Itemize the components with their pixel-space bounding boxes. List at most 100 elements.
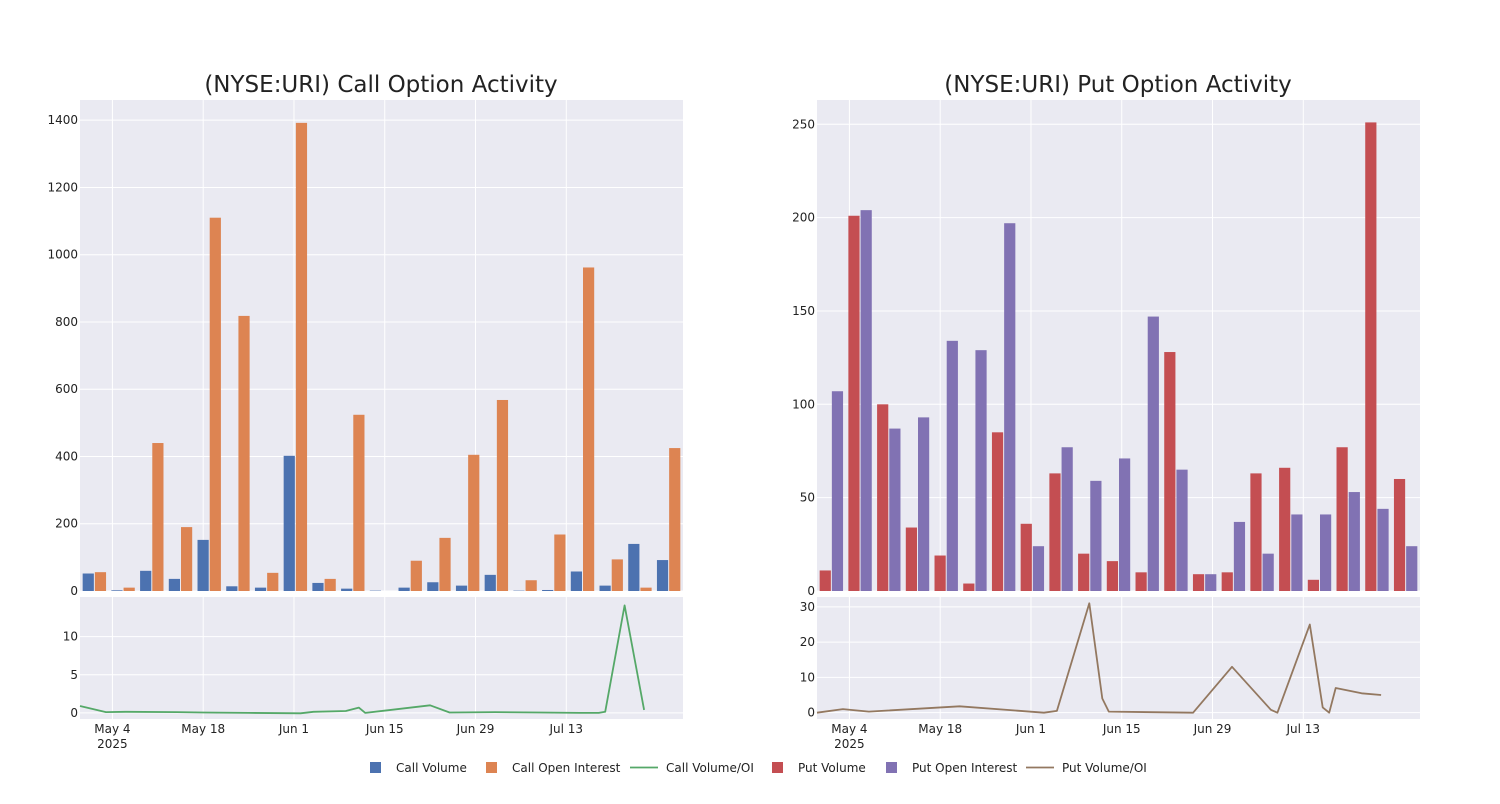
put-open-interest-bar xyxy=(1349,492,1360,591)
x-tick-label: Jun 15 xyxy=(1102,722,1141,736)
legend-swatch xyxy=(772,762,783,773)
put-open-interest-bar xyxy=(832,391,843,591)
ratio-y-tick-label: 10 xyxy=(800,670,815,684)
call-open-interest-bar xyxy=(612,559,623,591)
bar-y-tick-label: 1200 xyxy=(47,180,78,194)
put-open-interest-bar xyxy=(1291,514,1302,591)
bar-y-tick-label: 1000 xyxy=(47,248,78,262)
legend-item: Call Volume/OI xyxy=(630,761,754,775)
put-volume-bar xyxy=(1365,122,1376,591)
call-volume-bar xyxy=(226,586,237,591)
bar-y-tick-label: 600 xyxy=(55,382,78,396)
put-volume-bar xyxy=(992,432,1003,591)
legend-label: Put Open Interest xyxy=(912,761,1018,775)
bar-y-tick-label: 200 xyxy=(55,517,78,531)
call-open-interest-bar xyxy=(238,316,249,591)
put-open-interest-bar xyxy=(889,429,900,591)
call-open-interest-bar xyxy=(181,527,192,591)
put-open-interest-bar xyxy=(1205,574,1216,591)
call-volume-bar xyxy=(284,456,295,591)
put-open-interest-bar xyxy=(975,350,986,591)
ratio-y-tick-label: 20 xyxy=(800,635,815,649)
put-volume-bar xyxy=(1394,479,1405,591)
legend-item: Put Open Interest xyxy=(886,761,1018,775)
put-open-interest-bar xyxy=(1033,546,1044,591)
call-open-interest-bar xyxy=(353,415,364,591)
x-tick-label: May 4 xyxy=(831,722,867,736)
put-volume-bar xyxy=(820,570,831,591)
put-open-interest-bar xyxy=(1090,481,1101,591)
bar-y-tick-label: 100 xyxy=(792,397,815,411)
x-tick-label: Jun 1 xyxy=(278,722,309,736)
put-volume-bar xyxy=(877,404,888,591)
put-volume-bar xyxy=(1107,561,1118,591)
put-open-interest-bar xyxy=(1377,509,1388,591)
call-volume-bar xyxy=(399,588,410,591)
legend-label: Call Volume xyxy=(396,761,467,775)
ratio-y-tick-label: 5 xyxy=(70,668,78,682)
put-volume-bar xyxy=(906,528,917,591)
legend-swatch xyxy=(486,762,497,773)
call-volume-bar xyxy=(83,574,94,591)
put-volume-bar xyxy=(1021,524,1032,591)
call-open-interest-bar xyxy=(124,588,135,591)
ratio-y-tick-label: 30 xyxy=(800,600,815,614)
call-volume-bar xyxy=(140,571,151,591)
call-volume-bar xyxy=(600,586,611,591)
call-option-chart: (NYSE:URI) Call Option Activity 02004006… xyxy=(47,72,683,751)
call-volume-bar xyxy=(542,590,553,591)
call-volume-bar xyxy=(628,544,639,591)
bar-y-tick-label: 200 xyxy=(792,211,815,225)
bar-y-tick-label: 0 xyxy=(807,584,815,598)
call-open-interest-bar xyxy=(210,218,221,591)
call-chart-title: (NYSE:URI) Call Option Activity xyxy=(204,72,557,98)
put-volume-bar xyxy=(935,556,946,591)
call-open-interest-bar xyxy=(497,400,508,591)
call-open-interest-bar xyxy=(554,535,565,591)
x-tick-label: Jun 29 xyxy=(1193,722,1232,736)
legend-swatch xyxy=(886,762,897,773)
put-volume-bar xyxy=(1049,473,1060,591)
legend-item: Put Volume/OI xyxy=(1026,761,1147,775)
put-open-interest-bar xyxy=(1263,554,1274,591)
x-tick-label: Jun 29 xyxy=(456,722,495,736)
put-open-interest-bar xyxy=(918,417,929,591)
call-open-interest-bar xyxy=(152,443,163,591)
call-volume-bar xyxy=(198,540,209,591)
put-open-interest-bar xyxy=(1406,546,1417,591)
legend: Call Volume Call Open Interest Call Volume… xyxy=(370,761,1147,775)
put-open-interest-bar xyxy=(1148,317,1159,591)
bar-y-tick-label: 800 xyxy=(55,315,78,329)
call-open-interest-bar xyxy=(95,572,106,591)
put-open-interest-bar xyxy=(1004,223,1015,591)
call-volume-bar xyxy=(255,588,266,591)
call-open-interest-bar xyxy=(468,455,479,591)
put-chart-title: (NYSE:URI) Put Option Activity xyxy=(944,72,1291,98)
legend-item: Call Open Interest xyxy=(486,761,621,775)
call-open-interest-bar xyxy=(411,561,422,591)
legend-label: Put Volume xyxy=(798,761,866,775)
put-volume-bar xyxy=(1222,572,1233,591)
call-open-interest-bar xyxy=(640,588,651,591)
call-volume-bar xyxy=(341,589,352,591)
put-option-chart: (NYSE:URI) Put Option Activity 050100150… xyxy=(792,72,1420,751)
put-volume-bar xyxy=(963,584,974,591)
legend-label: Put Volume/OI xyxy=(1062,761,1147,775)
put-open-interest-bar xyxy=(1234,522,1245,591)
put-volume-bar xyxy=(1136,572,1147,591)
put-volume-bar xyxy=(1164,352,1175,591)
bar-y-tick-label: 1400 xyxy=(47,113,78,127)
x-tick-label: May 18 xyxy=(181,722,225,736)
put-volume-bar xyxy=(1078,554,1089,591)
put-open-interest-bar xyxy=(1320,514,1331,591)
put-volume-bar xyxy=(1279,468,1290,591)
put-volume-bar xyxy=(1308,580,1319,591)
x-tick-label: Jun 1 xyxy=(1015,722,1046,736)
put-open-interest-bar xyxy=(861,210,872,591)
